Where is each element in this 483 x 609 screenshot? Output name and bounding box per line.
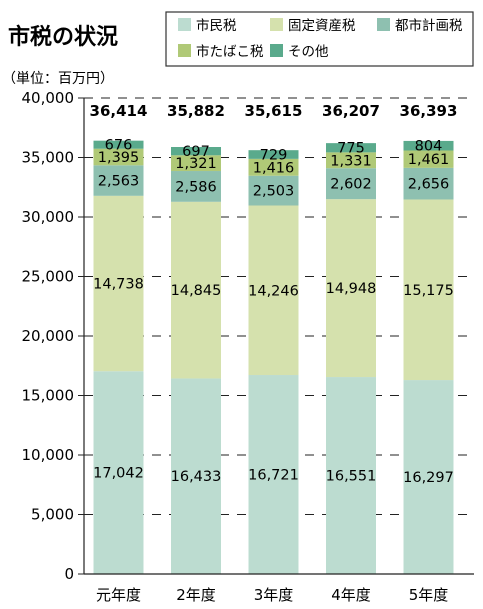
bar-segment <box>326 168 376 200</box>
bar-segment <box>326 143 376 153</box>
bar-segment <box>248 205 299 376</box>
bar-segment <box>403 140 454 151</box>
legend-label: 市たばこ税 <box>196 43 264 60</box>
x-tick-label: 元年度 <box>96 586 141 604</box>
y-tick-label: 30,000 <box>22 208 75 226</box>
bar-segment <box>171 201 221 379</box>
segment-value-label: 15,175 <box>403 283 454 299</box>
bar-total-label: 36,393 <box>400 102 458 120</box>
bars <box>93 140 454 574</box>
segment-value-label: 676 <box>105 138 133 154</box>
legend-swatch <box>270 44 283 57</box>
segment-value-label: 14,738 <box>93 277 144 293</box>
legend-label: その他 <box>288 44 329 60</box>
segment-value-label: 16,721 <box>248 468 299 484</box>
bar-segment <box>248 158 299 176</box>
segment-value-label: 16,433 <box>171 469 222 485</box>
bar-segment <box>326 377 376 574</box>
bar-segment <box>93 148 144 166</box>
bar-segment <box>248 375 299 574</box>
bar-segment <box>248 175 299 206</box>
bar-segment <box>171 155 221 172</box>
segment-value-label: 697 <box>182 144 210 160</box>
legend-box <box>165 11 474 67</box>
x-tick-label: 4年度 <box>331 586 371 604</box>
segment-value-label: 729 <box>260 148 288 164</box>
legend-label: 市民税 <box>196 17 237 34</box>
segment-value-label: 16,551 <box>326 469 377 485</box>
chart-title: 市税の状況 <box>8 24 118 50</box>
segment-value-label: 16,297 <box>403 470 454 486</box>
y-tick-label: 25,000 <box>22 268 75 286</box>
segment-value-label: 2,656 <box>408 177 450 193</box>
y-tick-label: 40,000 <box>22 89 75 107</box>
bar-segment <box>93 140 144 149</box>
segment-value-label: 14,246 <box>248 283 299 299</box>
y-tick-label: 0 <box>64 565 74 583</box>
bar-segment <box>326 199 376 378</box>
segment-value-label: 1,395 <box>98 150 140 166</box>
bar-total-label: 36,414 <box>90 102 148 120</box>
bar-segment <box>403 199 454 381</box>
segment-value-label: 775 <box>337 141 365 157</box>
y-tick-label: 10,000 <box>22 446 75 464</box>
bar-segment <box>171 378 221 574</box>
segment-value-label: 2,602 <box>330 177 372 193</box>
bar-segment <box>403 150 454 168</box>
segment-value-label: 17,042 <box>93 466 144 482</box>
unit-label: （単位：百万円） <box>2 71 114 87</box>
legend-swatch <box>178 44 191 57</box>
bar-segment <box>326 152 376 169</box>
bar-total-label: 36,207 <box>322 102 380 120</box>
axes: 0 5,000 10,000 15,000 20,000 25,000 30,000 35,0… <box>22 89 474 604</box>
segment-value-label: 1,331 <box>330 153 372 169</box>
bar-segment <box>93 371 144 574</box>
bar-segment <box>171 171 221 202</box>
segment-value-label: 1,321 <box>175 156 217 172</box>
legend-label: 都市計画税 <box>395 17 463 34</box>
x-tick-label: 3年度 <box>254 586 294 604</box>
y-tick-label: 15,000 <box>22 387 75 405</box>
x-tick-label: 5年度 <box>409 586 449 604</box>
segment-value-label: 2,563 <box>98 174 140 190</box>
legend-swatch <box>270 18 283 31</box>
bar-segment <box>171 147 221 156</box>
legend-swatch <box>377 18 390 31</box>
bar-segment <box>93 195 144 372</box>
bar-total-label: 35,615 <box>245 102 303 120</box>
segment-value-label: 14,845 <box>171 283 222 299</box>
segment-value-label: 804 <box>415 139 443 155</box>
y-tick-label: 20,000 <box>22 327 75 345</box>
bar-segment <box>403 167 454 200</box>
segment-value-label: 1,416 <box>253 160 295 176</box>
bar-segment <box>403 380 454 574</box>
bar-segment <box>93 165 144 196</box>
bar-total-label: 35,882 <box>167 102 225 120</box>
y-tick-label: 5,000 <box>31 506 74 524</box>
segment-value-label: 2,586 <box>175 179 217 195</box>
segment-value-label: 1,461 <box>408 152 450 168</box>
segment-value-label: 14,948 <box>326 281 377 297</box>
y-tick-label: 35,000 <box>22 149 75 167</box>
x-tick-label: 2年度 <box>176 586 216 604</box>
segment-value-label: 2,503 <box>253 184 295 200</box>
legend-swatch <box>178 18 191 31</box>
legend-label: 固定資産税 <box>288 18 356 34</box>
bar-segment <box>248 150 299 159</box>
